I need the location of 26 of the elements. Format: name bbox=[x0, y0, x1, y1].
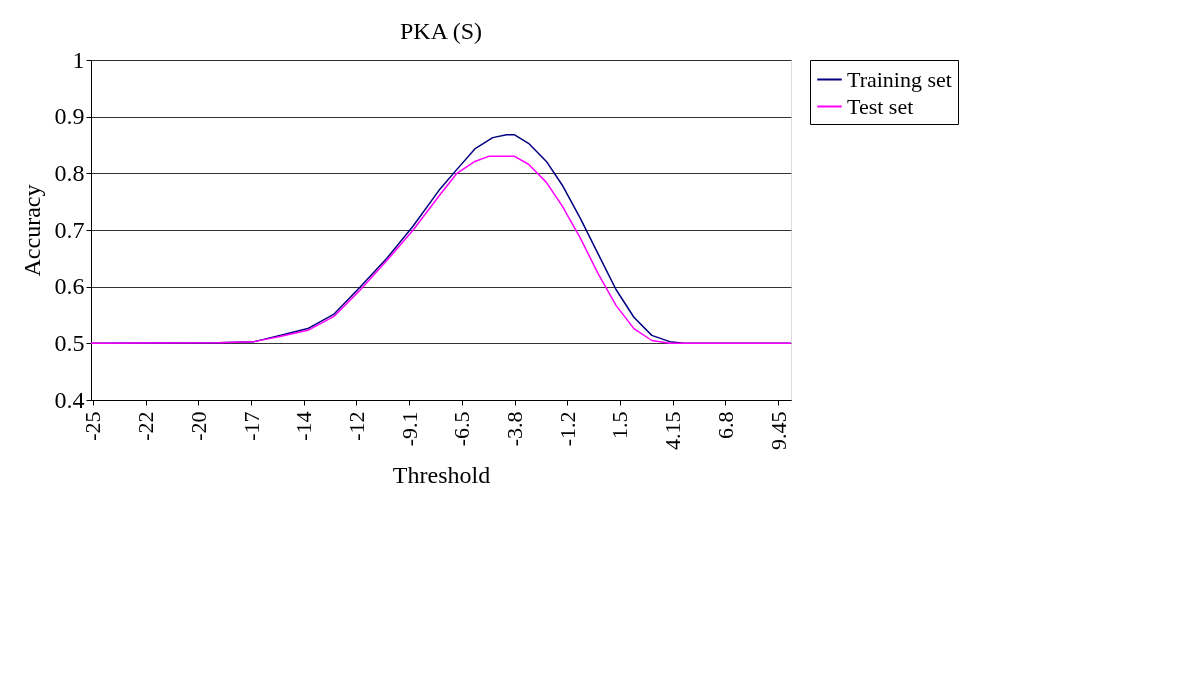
x-tick-label: 1.5 bbox=[607, 411, 633, 439]
x-tick-label: -12 bbox=[343, 411, 369, 441]
y-tick-label: 0.7 bbox=[54, 216, 85, 243]
x-tick-label: -9.1 bbox=[396, 411, 422, 447]
x-tick-label: 6.8 bbox=[712, 411, 738, 439]
x-tick-label: -22 bbox=[133, 411, 159, 441]
y-tick-label: 0.9 bbox=[54, 103, 85, 130]
x-tick-label: -14 bbox=[291, 411, 317, 441]
x-tick-label: 9.45 bbox=[765, 411, 791, 450]
y-tick-label: 0.6 bbox=[54, 273, 85, 300]
y-tick-label: 0.8 bbox=[54, 159, 85, 186]
legend-label: Training set bbox=[847, 66, 952, 92]
y-tick-label: 0.5 bbox=[54, 329, 85, 356]
x-tick-label: -20 bbox=[185, 411, 211, 441]
x-tick-label: -17 bbox=[238, 411, 264, 441]
x-tick-label: -25 bbox=[80, 411, 106, 441]
x-axis-title: Threshold bbox=[392, 462, 491, 488]
y-tick-label: 0.4 bbox=[54, 386, 85, 413]
y-axis-title: Accuracy bbox=[18, 184, 45, 277]
chart-title: PKA (S) bbox=[399, 18, 483, 44]
x-tick-label: -3.8 bbox=[502, 411, 528, 447]
legend-label: Test set bbox=[847, 93, 914, 119]
y-tick-label: 1 bbox=[72, 46, 85, 73]
x-tick-label: -1.2 bbox=[554, 411, 580, 447]
x-tick-label: 4.15 bbox=[660, 411, 686, 450]
x-tick-label: -6.5 bbox=[449, 411, 475, 447]
